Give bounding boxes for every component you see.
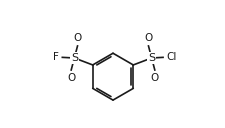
- Text: S: S: [70, 53, 78, 63]
- Text: O: O: [150, 73, 158, 83]
- Text: F: F: [53, 52, 59, 62]
- Text: S: S: [147, 53, 155, 63]
- Text: Cl: Cl: [166, 52, 176, 62]
- Text: O: O: [67, 73, 75, 83]
- Text: O: O: [73, 33, 81, 43]
- Text: O: O: [144, 33, 152, 43]
